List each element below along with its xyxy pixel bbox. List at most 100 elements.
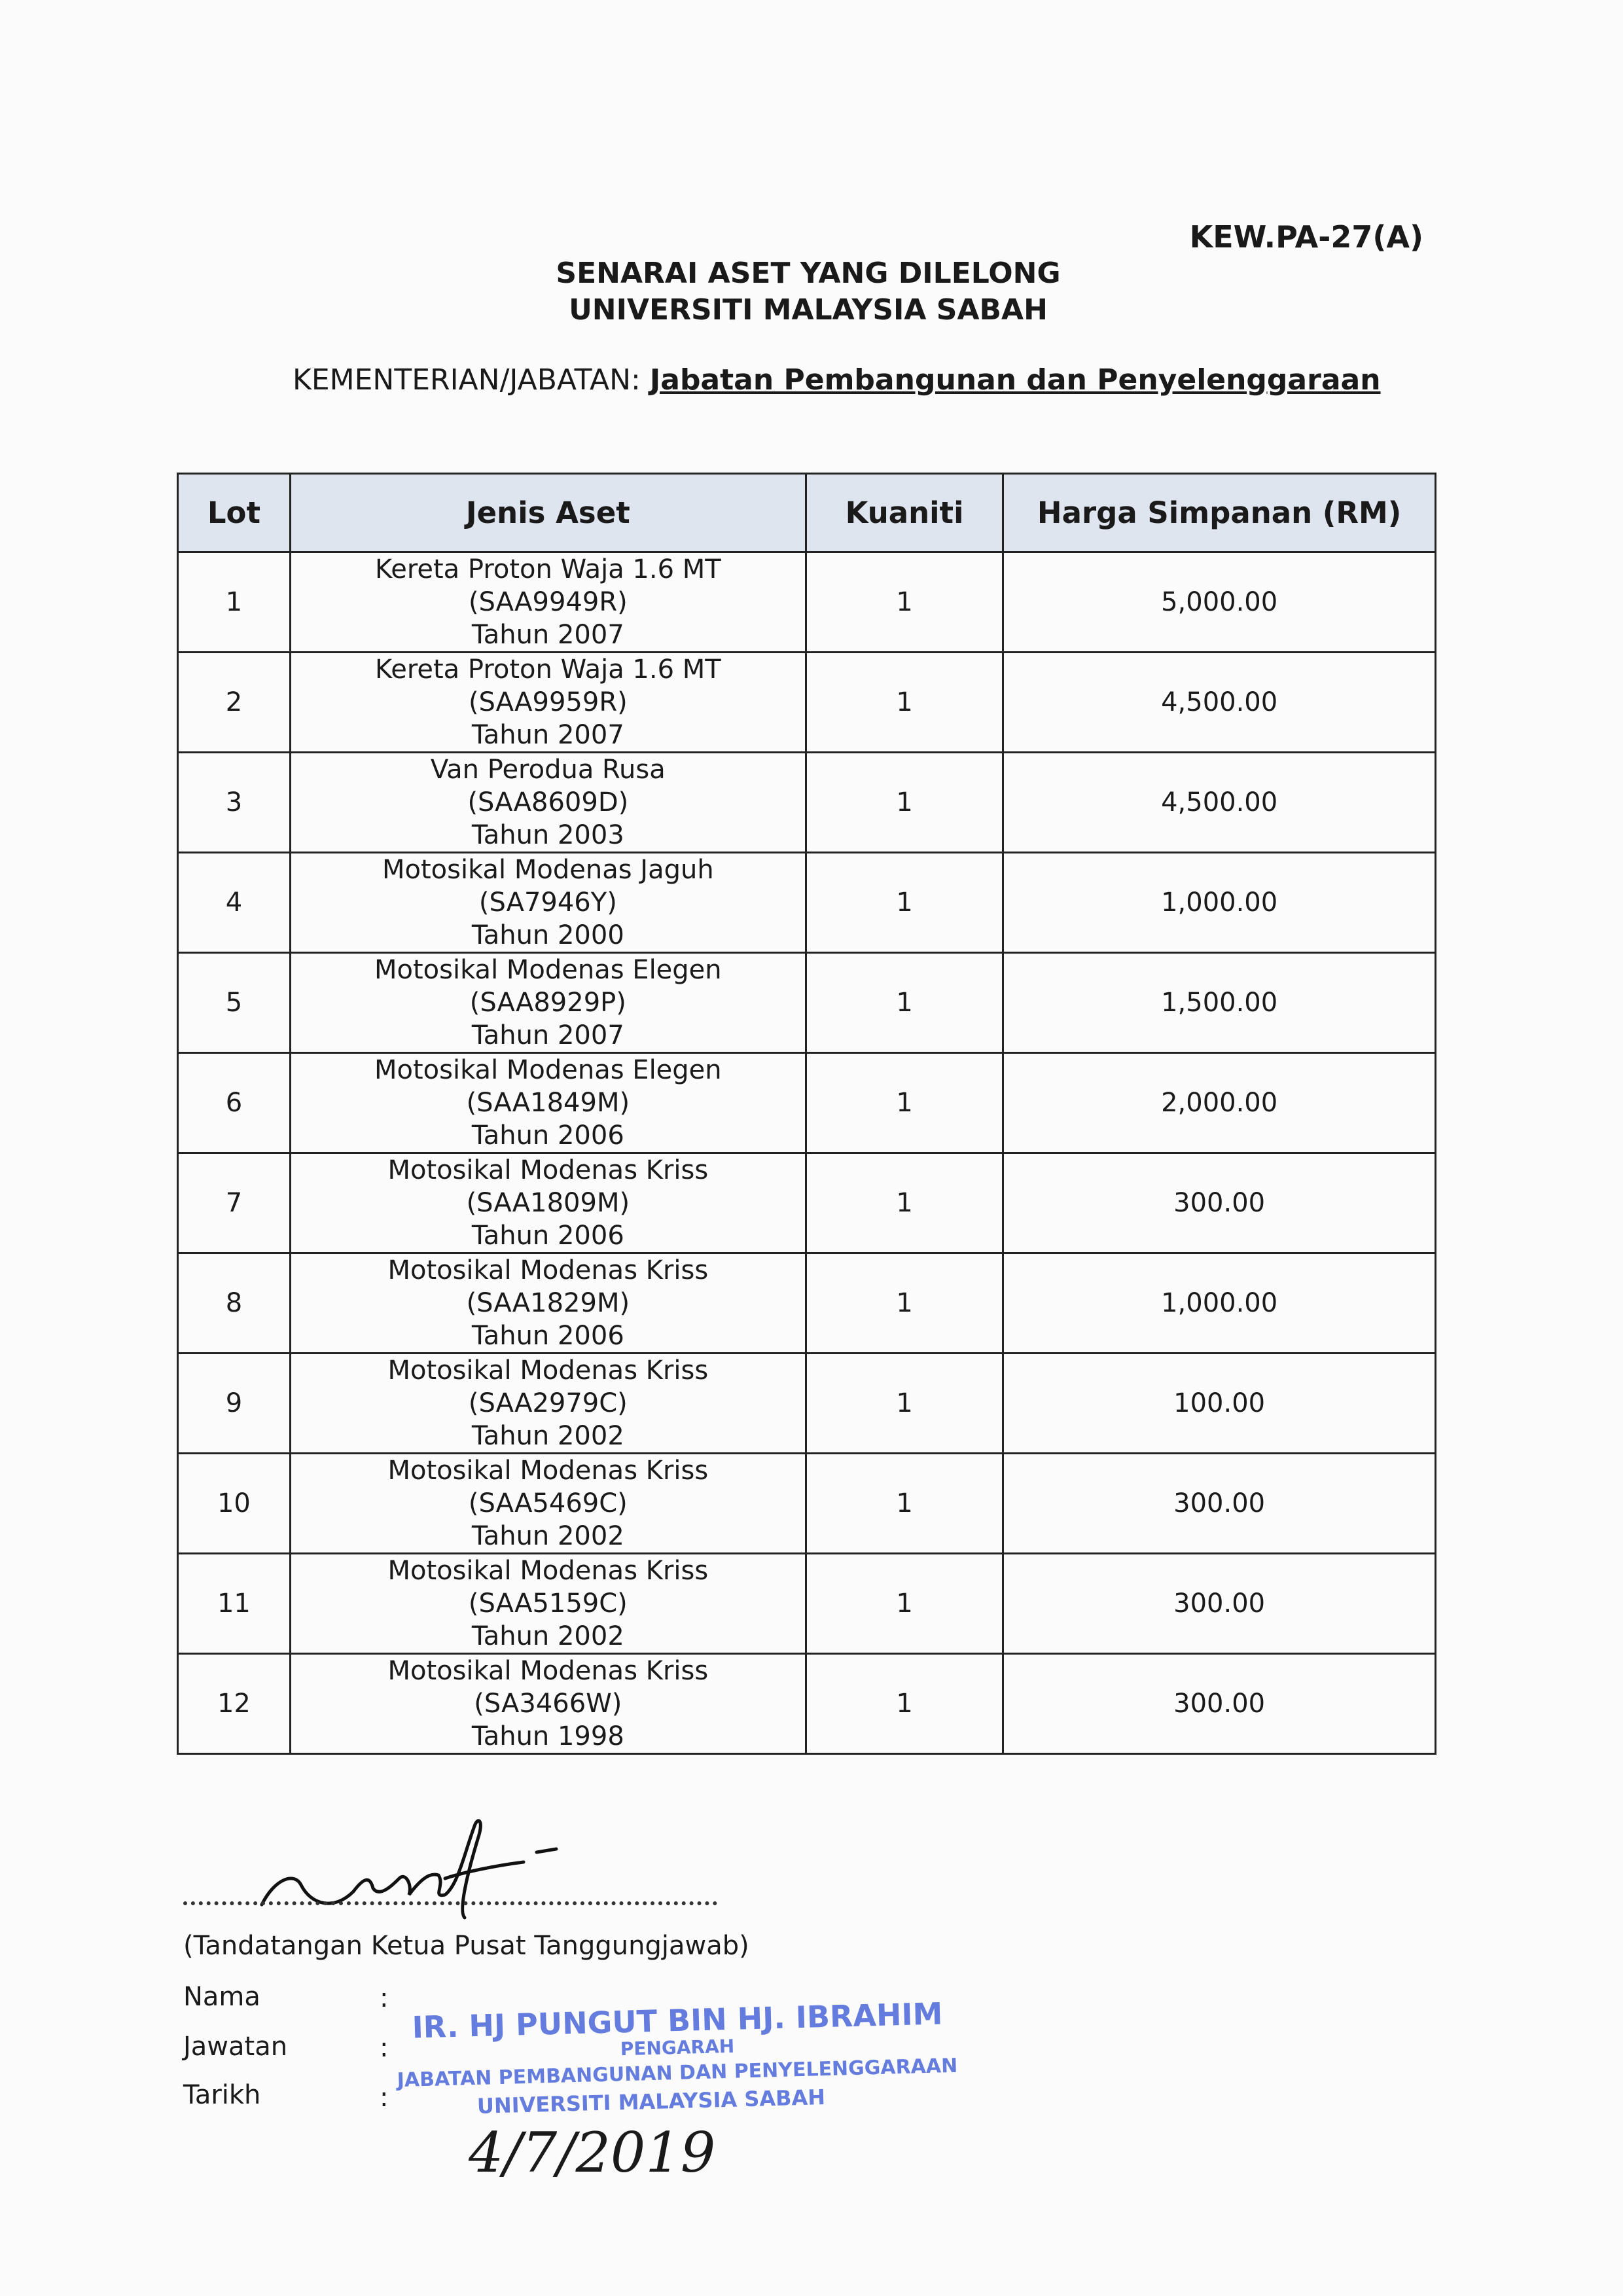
lot-cell: 11 — [177, 1552, 291, 1655]
asset-registration: (SAA8929P) — [469, 988, 626, 1018]
asset-cell: Motosikal Modenas Jaguh (SA7946Y) Tahun 20… — [289, 852, 807, 954]
form-code: KEW.PA-27(A) — [1189, 219, 1423, 255]
quantity-cell: 1 — [804, 1352, 1005, 1454]
asset-name: Kereta Proton Waja 1.6 MT — [374, 655, 721, 685]
asset-registration: (SAA1849M) — [466, 1088, 630, 1118]
asset-cell: Kereta Proton Waja 1.6 MT (SAA9959R) Tahun… — [289, 651, 807, 753]
asset-name: Motosikal Modenas Kriss — [387, 1355, 709, 1386]
table-row: 9 Motosikal Modenas Kriss (SAA2979C) Tahun … — [177, 1352, 1436, 1454]
lot-cell: 10 — [177, 1452, 291, 1554]
lot-cell: 5 — [177, 952, 291, 1054]
quantity-cell: 1 — [804, 1452, 1005, 1554]
asset-cell: Motosikal Modenas Kriss (SA3466W) Tahun 19… — [289, 1653, 807, 1755]
asset-year: Tahun 2000 — [471, 920, 624, 950]
signature-line — [183, 1901, 717, 1905]
asset-year: Tahun 2006 — [471, 1321, 624, 1351]
date-label: Tarikh — [183, 2080, 261, 2110]
asset-registration: (SAA9949R) — [468, 587, 628, 617]
price-cell: 100.00 — [1002, 1352, 1436, 1454]
asset-cell: Motosikal Modenas Elegen (SAA1849M) Tahun … — [289, 1052, 807, 1154]
price-cell: 300.00 — [1002, 1152, 1436, 1254]
asset-cell: Motosikal Modenas Elegen (SAA8929P) Tahun … — [289, 952, 807, 1054]
asset-year: Tahun 2002 — [471, 1521, 624, 1551]
price-cell: 300.00 — [1002, 1653, 1436, 1755]
price-cell: 4,500.00 — [1002, 651, 1436, 753]
asset-cell: Kereta Proton Waja 1.6 MT (SAA9949R) Tahun… — [289, 551, 807, 653]
table-row: 10 Motosikal Modenas Kriss (SAA5469C) Tahun… — [177, 1452, 1436, 1554]
name-colon: : — [380, 1983, 389, 2013]
asset-cell: Motosikal Modenas Kriss (SAA1829M) Tahun 2… — [289, 1252, 807, 1354]
document-subtitle: UNIVERSITI MALAYSIA SABAH — [569, 293, 1048, 327]
signature-caption: (Tandatangan Ketua Pusat Tanggungjawab) — [183, 1931, 749, 1961]
lot-cell: 9 — [177, 1352, 291, 1454]
position-colon: : — [380, 2033, 389, 2063]
quantity-cell: 1 — [804, 1252, 1005, 1354]
table-row: 6 Motosikal Modenas Elegen (SAA1849M) Tahun… — [177, 1052, 1436, 1154]
table-row: 11 Motosikal Modenas Kriss (SAA5159C) Tahun… — [177, 1552, 1436, 1655]
asset-name: Motosikal Modenas Elegen — [374, 1055, 722, 1085]
quantity-cell: 1 — [804, 1052, 1005, 1154]
lot-cell: 6 — [177, 1052, 291, 1154]
lot-cell: 12 — [177, 1653, 291, 1755]
asset-year: Tahun 2003 — [471, 820, 624, 850]
lot-cell: 4 — [177, 852, 291, 954]
asset-cell: Motosikal Modenas Kriss (SAA2979C) Tahun 2… — [289, 1352, 807, 1454]
asset-year: Tahun 2006 — [471, 1121, 624, 1151]
department-value: Jabatan Pembangunan dan Penyelenggaraan — [649, 363, 1381, 397]
header-asset-type: Jenis Aset — [289, 473, 807, 553]
department-line: KEMENTERIAN/JABATAN: Jabatan Pembangunan… — [293, 363, 1381, 397]
quantity-cell: 1 — [804, 1552, 1005, 1655]
quantity-cell: 1 — [804, 551, 1005, 653]
handwritten-date: 4/7/2019 — [469, 2121, 716, 2185]
price-cell: 2,000.00 — [1002, 1052, 1436, 1154]
asset-name: Motosikal Modenas Kriss — [387, 1255, 709, 1285]
asset-registration: (SA3466W) — [474, 1689, 622, 1719]
table-row: 5 Motosikal Modenas Elegen (SAA8929P) Tahun… — [177, 952, 1436, 1054]
asset-table: Lot Jenis Aset Kuaniti Harga Simpanan (R… — [177, 473, 1436, 1755]
asset-year: Tahun 2007 — [471, 620, 624, 650]
asset-year: Tahun 2002 — [471, 1421, 624, 1451]
asset-year: Tahun 2007 — [471, 720, 624, 750]
asset-registration: (SAA1809M) — [466, 1188, 630, 1218]
lot-cell: 2 — [177, 651, 291, 753]
asset-cell: Van Perodua Rusa (SAA8609D) Tahun 2003 — [289, 751, 807, 853]
asset-name: Kereta Proton Waja 1.6 MT — [374, 554, 721, 584]
asset-name: Motosikal Modenas Kriss — [387, 1556, 709, 1586]
table-row: 12 Motosikal Modenas Kriss (SA3466W) Tahun … — [177, 1653, 1436, 1755]
asset-registration: (SAA5159C) — [468, 1588, 628, 1619]
quantity-cell: 1 — [804, 651, 1005, 753]
asset-registration: (SAA2979C) — [468, 1388, 628, 1418]
asset-name: Motosikal Modenas Jaguh — [382, 855, 714, 885]
asset-registration: (SA7946Y) — [478, 888, 617, 918]
header-lot: Lot — [177, 473, 291, 553]
header-reserve-price: Harga Simpanan (RM) — [1002, 473, 1436, 553]
asset-registration: (SAA9959R) — [468, 687, 628, 717]
price-cell: 1,000.00 — [1002, 852, 1436, 954]
header-quantity: Kuaniti — [804, 473, 1005, 553]
asset-name: Motosikal Modenas Elegen — [374, 955, 722, 985]
asset-cell: Motosikal Modenas Kriss (SAA5469C) Tahun 2… — [289, 1452, 807, 1554]
lot-cell: 1 — [177, 551, 291, 653]
quantity-cell: 1 — [804, 1152, 1005, 1254]
table-row: 3 Van Perodua Rusa (SAA8609D) Tahun 2003 1 4,… — [177, 751, 1436, 853]
table-row: 2 Kereta Proton Waja 1.6 MT (SAA9959R) Tahu… — [177, 651, 1436, 753]
quantity-cell: 1 — [804, 852, 1005, 954]
asset-registration: (SAA8609D) — [467, 787, 629, 817]
asset-name: Motosikal Modenas Kriss — [387, 1656, 709, 1686]
table-row: 4 Motosikal Modenas Jaguh (SA7946Y) Tahun 2… — [177, 852, 1436, 954]
position-label: Jawatan — [183, 2032, 288, 2062]
price-cell: 1,000.00 — [1002, 1252, 1436, 1354]
asset-year: Tahun 2006 — [471, 1221, 624, 1251]
price-cell: 1,500.00 — [1002, 952, 1436, 1054]
price-cell: 300.00 — [1002, 1552, 1436, 1655]
price-cell: 300.00 — [1002, 1452, 1436, 1554]
asset-name: Motosikal Modenas Kriss — [387, 1155, 709, 1185]
table-row: 8 Motosikal Modenas Kriss (SAA1829M) Tahun … — [177, 1252, 1436, 1354]
table-header-row: Lot Jenis Aset Kuaniti Harga Simpanan (R… — [177, 473, 1436, 553]
department-label: KEMENTERIAN/JABATAN: — [293, 363, 641, 397]
asset-year: Tahun 2002 — [471, 1621, 624, 1651]
asset-cell: Motosikal Modenas Kriss (SAA1809M) Tahun 2… — [289, 1152, 807, 1254]
asset-name: Motosikal Modenas Kriss — [387, 1456, 709, 1486]
asset-year: Tahun 2007 — [471, 1020, 624, 1050]
quantity-cell: 1 — [804, 751, 1005, 853]
